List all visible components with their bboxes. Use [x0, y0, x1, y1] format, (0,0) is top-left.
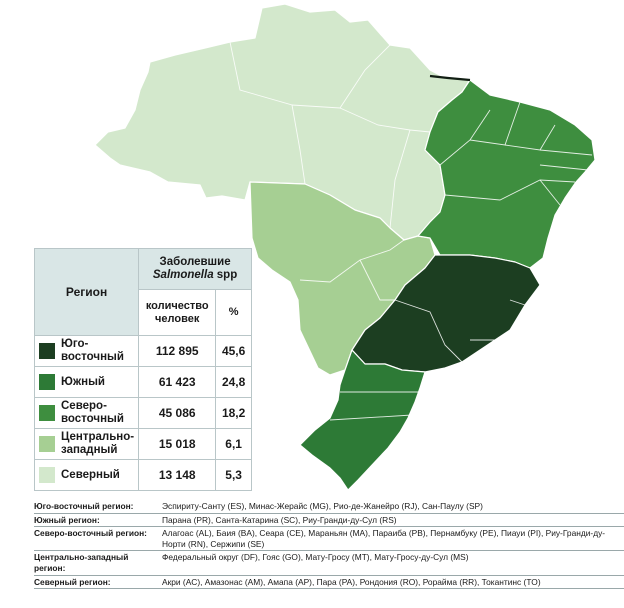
legend-region-name: Юго-восточный: [61, 338, 124, 363]
note-row: Северо-восточный регион: Алагоас (AL), Ба…: [34, 527, 624, 552]
legend-region-cell: Южный: [33, 366, 140, 398]
legend-count: 61 423: [138, 366, 217, 398]
note-label: Северный регион:: [34, 576, 111, 587]
legend-region-cell: Северный: [33, 459, 140, 491]
legend-percent: 45,6: [215, 335, 252, 367]
color-swatch: [39, 436, 55, 452]
legend-table: Регион Заболевшие Salmonella spp количес…: [33, 247, 252, 491]
legend-region-cell: Северо-восточный: [33, 397, 140, 429]
region-northeast: [417, 79, 596, 269]
legend-count: 112 895: [138, 335, 217, 367]
note-row: Северный регион: Акри (AC), Амазонас (AM)…: [34, 576, 624, 590]
header-region: Регион: [33, 248, 140, 336]
note-label: Центрально-западный регион:: [34, 552, 129, 573]
legend-region-cell: Юго-восточный: [33, 335, 140, 367]
legend-region-name: Центрально-западный: [61, 431, 135, 456]
note-label: Южный регион:: [34, 514, 100, 525]
color-swatch: [39, 343, 55, 359]
header-cases-suffix: spp: [213, 269, 238, 282]
header-percent: %: [215, 289, 252, 336]
note-text: Федеральный округ (DF), Гояс (GO), Мату-…: [162, 552, 469, 563]
legend-region-cell: Центрально-западный: [33, 428, 140, 460]
region-notes: Юго-восточный регион: Эспириту-Санту (ES)…: [34, 500, 624, 590]
legend-row: Северо-восточный 45 086 18,2: [33, 397, 252, 429]
note-row: Центрально-западный регион: Федеральный о…: [34, 551, 624, 576]
legend-row: Северный 13 148 5,3: [33, 459, 252, 491]
legend-percent: 18,2: [215, 397, 252, 429]
legend-count: 45 086: [138, 397, 217, 429]
note-label: Юго-восточный регион:: [34, 501, 134, 511]
note-text: Парана (PR), Санта-Катарина (SC), Риу-Гр…: [162, 514, 397, 525]
color-swatch: [39, 374, 55, 390]
legend-row: Юго-восточный 112 895 45,6: [33, 335, 252, 367]
legend-region-name: Южный: [61, 375, 105, 388]
legend-percent: 6,1: [215, 428, 252, 460]
header-cases-label: Заболевшие: [159, 256, 231, 269]
legend-row: Центрально-западный 15 018 6,1: [33, 428, 252, 460]
note-label: Северо-восточный регион:: [34, 528, 147, 539]
note-row: Юго-восточный регион: Эспириту-Санту (ES)…: [34, 500, 624, 514]
note-text: Алагоас (AL), Баия (BA), Сеара (CE), Мар…: [162, 528, 606, 549]
coastline: [429, 74, 471, 82]
legend-percent: 5,3: [215, 459, 252, 491]
legend-count: 13 148: [138, 459, 217, 491]
note-row: Южный регион: Парана (PR), Санта-Катарина…: [34, 514, 624, 528]
header-cases-italic: Salmonella: [152, 269, 214, 282]
legend-region-name: Северо-восточный: [61, 400, 124, 425]
header-cases: Заболевшие Salmonella spp: [138, 247, 252, 291]
legend-count: 15 018: [138, 428, 217, 460]
legend-row: Южный 61 423 24,8: [33, 366, 252, 398]
region-south: [299, 349, 426, 490]
color-swatch: [39, 467, 55, 483]
legend-region-name: Северный: [61, 468, 120, 481]
region-southeast: [351, 254, 541, 373]
note-text: Эспириту-Санту (ES), Минас-Жерайс (MG), …: [162, 501, 483, 511]
color-swatch: [39, 405, 55, 421]
brazil-region-map: [94, 3, 596, 490]
note-text: Акри (AC), Амазонас (AM), Амапа (AP), Па…: [162, 576, 541, 587]
legend-percent: 24,8: [215, 366, 252, 398]
header-count: количество человек: [138, 289, 217, 336]
